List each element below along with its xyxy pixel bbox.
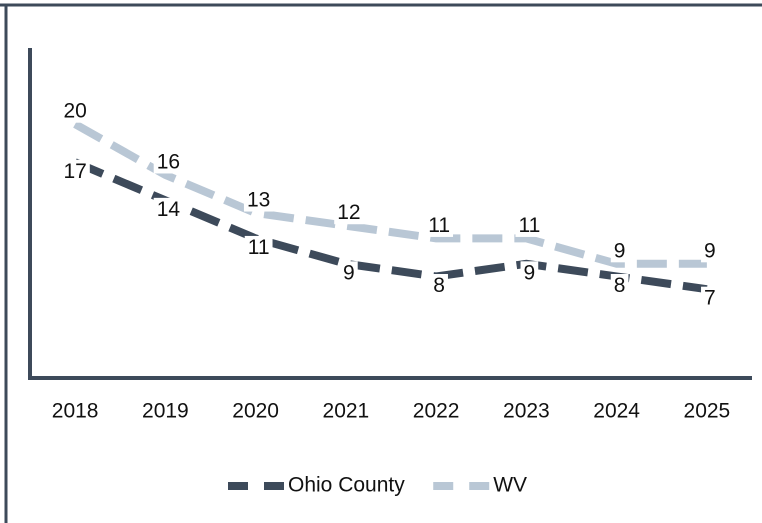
- legend-label: Ohio County: [288, 474, 405, 497]
- data-label: 16: [157, 150, 180, 173]
- x-tick-label: 2024: [593, 400, 640, 423]
- data-label: 13: [247, 189, 270, 212]
- data-label: 17: [63, 160, 86, 183]
- x-tick-label: 2025: [684, 400, 731, 423]
- data-label: 11: [248, 236, 270, 259]
- legend-label: WV: [493, 474, 527, 497]
- data-label: 14: [157, 198, 181, 221]
- series-line: [73, 158, 708, 294]
- x-tick-label: 2021: [323, 400, 370, 423]
- data-label: 9: [614, 239, 626, 262]
- data-label-bg: [515, 213, 544, 237]
- data-label-bg: [701, 239, 719, 263]
- x-tick-label: 2019: [142, 400, 189, 423]
- data-label-bg: [520, 261, 539, 285]
- x-tick-label: 2018: [52, 400, 99, 423]
- data-label-bg: [60, 99, 90, 123]
- data-label-bg: [334, 201, 364, 225]
- data-label-bg: [153, 197, 184, 221]
- data-label-bg: [430, 274, 448, 298]
- data-label-bg: [244, 235, 273, 259]
- data-label: 9: [704, 239, 716, 262]
- data-label: 7: [704, 287, 716, 310]
- data-label: 8: [614, 274, 626, 297]
- data-label: 9: [343, 261, 355, 284]
- x-tick-label: 2020: [232, 400, 279, 423]
- series-line: [73, 120, 707, 268]
- data-label-bg: [340, 261, 358, 285]
- data-label-bg: [153, 150, 184, 174]
- data-label: 20: [63, 100, 86, 123]
- x-tick-label: 2022: [413, 400, 460, 423]
- data-label: 11: [518, 214, 540, 237]
- x-tick-label: 2023: [503, 400, 550, 423]
- data-label-bg: [610, 239, 629, 263]
- data-label: 8: [433, 274, 445, 297]
- data-label: 9: [524, 261, 536, 284]
- data-label-bg: [610, 274, 629, 298]
- data-label-bg: [243, 188, 274, 212]
- data-label: 11: [428, 214, 450, 237]
- data-label: 12: [337, 201, 360, 224]
- data-label-bg: [701, 286, 719, 310]
- data-label-bg: [425, 213, 454, 237]
- data-label-bg: [60, 159, 90, 183]
